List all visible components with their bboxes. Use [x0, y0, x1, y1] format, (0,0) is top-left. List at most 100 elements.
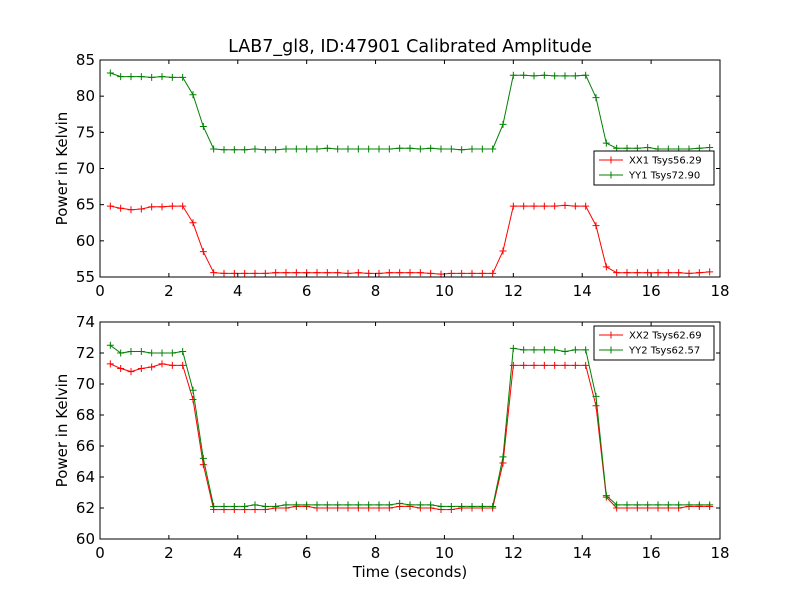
data-point-marker: [179, 202, 187, 210]
data-point-marker: [344, 145, 352, 153]
data-point-marker: [592, 94, 600, 102]
data-point-marker: [375, 501, 383, 509]
x-tick-label: 4: [233, 544, 243, 562]
data-point-marker: [220, 146, 228, 154]
x-tick-label: 18: [710, 282, 729, 300]
data-point-marker: [365, 501, 373, 509]
data-point-marker: [365, 145, 373, 153]
data-point-marker: [272, 269, 280, 277]
data-point-marker: [137, 347, 145, 355]
data-point-marker: [582, 346, 590, 354]
data-point-marker: [520, 71, 528, 79]
plot-panel-1: 0 2 4 6 8 10 12 14 16 18 55 60 65 70 75 80 85 Power in Ke…: [53, 51, 730, 300]
y-tick-label: 66: [76, 437, 95, 455]
data-point-marker: [148, 349, 156, 357]
data-point-marker: [654, 501, 662, 509]
series-line: [110, 344, 710, 507]
data-point-marker: [158, 73, 166, 81]
series-line: [110, 204, 710, 275]
legend-marker: [607, 171, 615, 179]
data-point-marker: [540, 202, 548, 210]
data-point-marker: [427, 269, 435, 277]
data-point-marker: [644, 269, 652, 277]
data-point-marker: [189, 91, 197, 99]
data-point-marker: [323, 144, 331, 152]
data-point-marker: [509, 71, 517, 79]
data-point-marker: [561, 201, 569, 209]
data-point-marker: [551, 346, 559, 354]
data-point-marker: [561, 361, 569, 369]
data-point-marker: [582, 361, 590, 369]
data-point-marker: [592, 402, 600, 410]
data-point-marker: [261, 146, 269, 154]
data-point-marker: [551, 202, 559, 210]
data-point-marker: [540, 346, 548, 354]
series-2-1: [106, 360, 714, 514]
data-point-marker: [571, 361, 579, 369]
y-tick-label: 60: [76, 530, 95, 548]
data-point-marker: [117, 365, 125, 372]
data-point-marker: [582, 202, 590, 210]
data-point-marker: [478, 502, 486, 510]
x-tick-label: 6: [302, 544, 312, 562]
data-point-marker: [540, 71, 548, 79]
data-point-marker: [416, 145, 424, 153]
y-tick-label: 62: [76, 499, 95, 517]
data-point-marker: [427, 144, 435, 152]
data-point-marker: [499, 453, 507, 461]
data-point-marker: [509, 202, 517, 210]
data-point-marker: [251, 501, 259, 509]
data-point-marker: [282, 501, 290, 509]
y-axis-label: Power in Kelvin: [53, 374, 71, 488]
data-point-marker: [313, 501, 321, 509]
data-point-marker: [272, 502, 280, 510]
y-tick-label: 80: [76, 87, 95, 105]
data-point-marker: [148, 363, 156, 371]
data-point-marker: [168, 202, 176, 210]
data-point-marker: [148, 203, 156, 211]
data-point-marker: [292, 501, 300, 509]
data-point-marker: [571, 202, 579, 210]
data-point-marker: [375, 269, 383, 277]
data-point-marker: [365, 269, 373, 277]
data-point-marker: [199, 454, 207, 462]
x-tick-label: 16: [642, 282, 661, 300]
data-point-marker: [499, 247, 507, 255]
data-point-marker: [489, 145, 497, 153]
data-point-marker: [354, 145, 362, 153]
x-tick-label: 4: [233, 282, 243, 300]
data-point-marker: [437, 270, 445, 278]
x-tick-label: 2: [164, 544, 174, 562]
legend: XX1 Tsys56.29 YY1 Tsys72.90: [593, 150, 715, 186]
x-tick-label: 14: [573, 282, 592, 300]
data-point-marker: [220, 502, 228, 510]
data-point-marker: [230, 502, 238, 510]
data-point-marker: [106, 341, 114, 349]
data-point-marker: [385, 269, 393, 277]
series-2-2: [106, 341, 714, 510]
data-point-marker: [127, 206, 135, 214]
data-point-marker: [489, 502, 497, 510]
x-tick-label: 12: [504, 544, 523, 562]
x-tick-label: 0: [95, 282, 105, 300]
data-point-marker: [117, 349, 125, 357]
data-point-marker: [282, 145, 290, 153]
x-axis-label: Time (seconds): [352, 563, 468, 581]
data-point-marker: [168, 349, 176, 357]
data-point-marker: [654, 269, 662, 277]
series-line: [110, 72, 710, 151]
data-point-marker: [478, 269, 486, 277]
x-tick-label: 8: [371, 544, 381, 562]
data-point-marker: [509, 361, 517, 369]
x-tick-label: 2: [164, 282, 174, 300]
data-point-marker: [127, 368, 135, 376]
data-point-marker: [137, 205, 145, 213]
data-point-marker: [644, 501, 652, 509]
data-point-marker: [406, 269, 414, 277]
data-point-marker: [127, 347, 135, 355]
data-point-marker: [530, 202, 538, 210]
x-tick-label: 16: [642, 544, 661, 562]
data-point-marker: [706, 268, 714, 276]
y-tick-label: 55: [76, 268, 95, 286]
data-point-marker: [344, 269, 352, 277]
